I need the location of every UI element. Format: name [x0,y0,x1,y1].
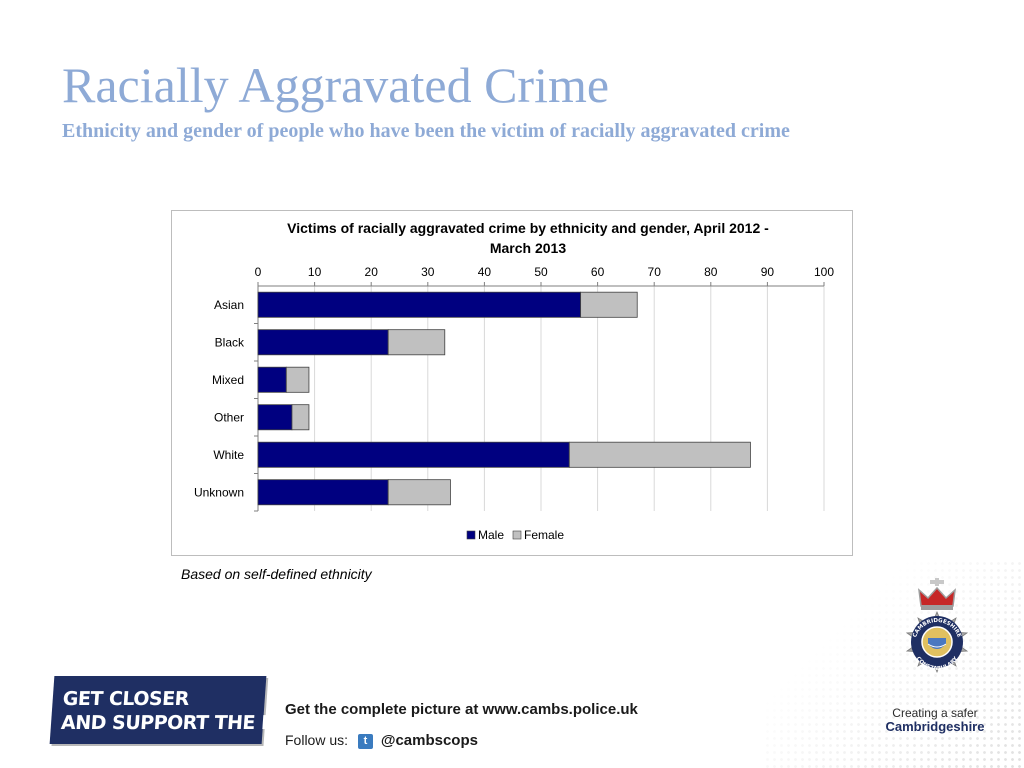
x-tick-label: 60 [591,265,605,279]
x-axis-ticks: 0 10 20 30 40 50 60 70 80 90 100 [255,265,834,286]
bar-female-mixed [285,366,310,393]
dotted-background [764,560,1024,768]
x-tick-label: 100 [814,265,834,279]
category-label: Black [215,335,245,349]
x-tick-label: 10 [308,265,322,279]
website-text: Get the complete picture at www.cambs.po… [285,701,638,718]
follow-us-line: Follow us: t @cambscops [285,732,478,749]
bar-male-mixed [257,366,287,393]
police-badge-logo: CAMBRIDGESHIRE CONSTABULARY [905,578,969,674]
tagline: Creating a safer Cambridgeshire [880,706,990,734]
bar-male-other [257,404,293,431]
twitter-handle[interactable]: @cambscops [380,732,478,749]
slide-subtitle: Ethnicity and gender of people who have … [62,120,790,142]
bar-female-other [291,404,310,431]
y-axis-categories: Asian Black Mixed Other White Unknown [194,298,258,512]
bar-male-black [257,329,389,356]
chart-gridlines [257,285,825,511]
x-tick-label: 90 [761,265,775,279]
x-tick-label: 20 [365,265,379,279]
bar-chart: 0 10 20 30 40 50 60 70 80 90 100 Asian Black Mixed Ot… [194,220,834,542]
banner-line-1: GET CLOSER [62,688,190,710]
x-tick-label: 40 [478,265,492,279]
category-label: Unknown [194,485,244,499]
category-label: Mixed [212,373,244,387]
x-tick-label: 0 [255,265,262,279]
bar-female-asian [580,291,638,318]
chart-legend: Male Female [466,528,564,542]
tagline-line-2: Cambridgeshire [885,719,985,734]
crown-icon [918,578,956,610]
bar-female-white [568,441,751,468]
legend-label-male: Male [478,528,504,542]
bar-female-unknown [387,479,451,506]
chart-title-line-2: March 2013 [490,240,566,256]
x-tick-label: 70 [648,265,662,279]
x-tick-label: 80 [704,265,718,279]
category-label: White [213,448,244,462]
category-label: Asian [214,298,244,312]
slide-title: Racially Aggravated Crime [62,57,610,113]
follow-label: Follow us: [285,732,349,748]
footnote: Based on self-defined ethnicity [181,566,372,582]
campaign-banner: GET CLOSER AND SUPPORT THE FORCE! [49,676,338,744]
twitter-icon[interactable]: t [357,733,373,749]
legend-label-female: Female [524,528,564,542]
x-tick-label: 50 [534,265,548,279]
category-label: Other [214,410,244,424]
legend-swatch-male [466,530,476,540]
chart-container: 0 10 20 30 40 50 60 70 80 90 100 Asian Black Mixed Ot… [171,210,853,556]
bar-male-asian [257,291,582,318]
bar-male-white [257,441,570,468]
chart-bars [257,291,751,506]
bar-male-unknown [257,479,389,506]
tagline-line-1: Creating a safer [892,706,978,720]
legend-swatch-female [512,530,522,540]
chart-title-line-1: Victims of racially aggravated crime by … [287,220,769,236]
x-tick-label: 30 [421,265,435,279]
bar-female-black [387,329,446,356]
